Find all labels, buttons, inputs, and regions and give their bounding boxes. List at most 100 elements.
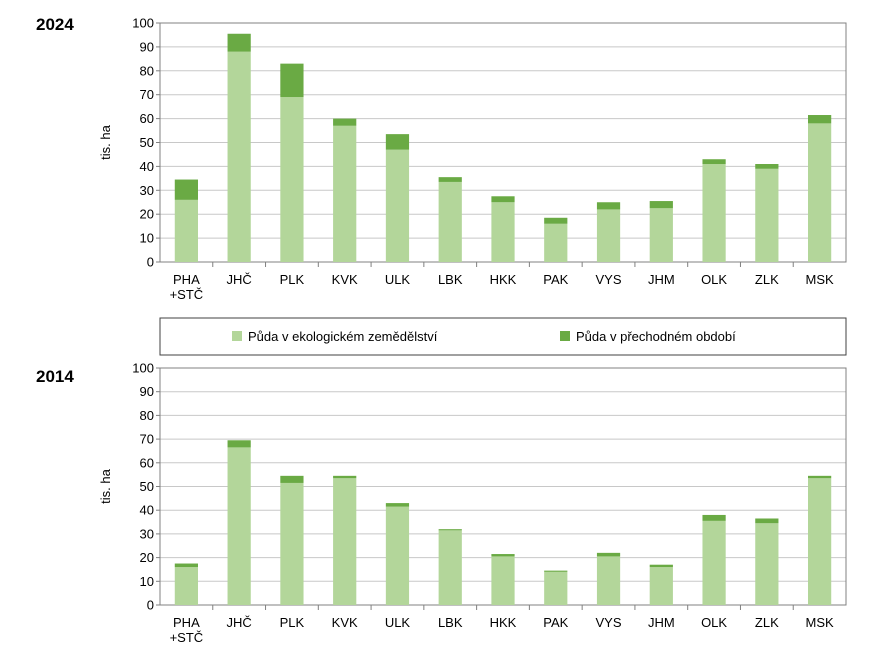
bar-eco (808, 123, 832, 262)
y-tick-label: 70 (140, 87, 154, 102)
bar-transition (438, 529, 462, 531)
bar-transition (702, 159, 726, 165)
bar-eco (280, 97, 304, 262)
y-axis-label: tis. ha (98, 468, 113, 503)
y-tick-label: 90 (140, 384, 154, 399)
x-tick-label: PLK (280, 615, 305, 630)
bar-transition (808, 115, 832, 124)
x-tick-label: VYS (596, 615, 622, 630)
y-tick-label: 30 (140, 526, 154, 541)
bar-eco (596, 209, 621, 262)
bar-eco (174, 199, 198, 262)
bar-transition (385, 503, 410, 507)
bar-transition (544, 570, 568, 572)
bar-transition (227, 33, 251, 52)
bar-transition (702, 514, 726, 521)
x-tick-label: HKK (490, 615, 517, 630)
bar-transition (280, 63, 304, 98)
bar-eco (491, 202, 515, 262)
bar-eco (596, 556, 621, 605)
y-tick-label: 0 (147, 598, 154, 613)
y-tick-label: 10 (140, 574, 154, 589)
x-tick-label: LBK (438, 272, 463, 287)
y-tick-label: 50 (140, 479, 154, 494)
x-tick-label: JHM (648, 272, 675, 287)
bar-transition (755, 518, 779, 524)
x-tick-label: PHA +STČ (170, 272, 204, 302)
y-tick-label: 100 (132, 16, 154, 31)
y-tick-label: 10 (140, 231, 154, 246)
bar-transition (491, 554, 515, 557)
bar-transition (333, 118, 357, 126)
x-tick-label: ULK (385, 272, 411, 287)
y-tick-label: 40 (140, 503, 154, 518)
bar-eco (808, 478, 832, 605)
bar-eco (280, 482, 304, 605)
bar-eco (649, 208, 673, 262)
legend-box (159, 317, 847, 356)
y-tick-label: 20 (140, 207, 154, 222)
x-tick-label: HKK (490, 272, 517, 287)
legend: Půda v ekologickém zemědělství Půda v př… (159, 317, 847, 356)
legend-label-transition: Půda v přechodném období (576, 329, 736, 344)
bar-eco (333, 125, 357, 263)
x-tick-label: VYS (596, 272, 622, 287)
x-tick-label: PHA +STČ (170, 615, 204, 645)
x-tick-label: LBK (438, 615, 463, 630)
x-tick-label: JHM (648, 615, 675, 630)
bar-eco (544, 571, 568, 605)
chart-title-2014: 2014 (36, 367, 74, 386)
x-tick-label: OLK (701, 615, 727, 630)
x-tick-label: MSK (806, 615, 835, 630)
x-tick-label: PAK (543, 615, 568, 630)
x-tick-label: KVK (332, 615, 358, 630)
bar-transition (333, 475, 357, 479)
x-tick-label: ULK (385, 615, 411, 630)
y-tick-label: 80 (140, 63, 154, 78)
bar-transition (227, 440, 251, 448)
y-tick-label: 60 (140, 111, 154, 126)
y-tick-label: 50 (140, 135, 154, 150)
bar-transition (596, 552, 621, 557)
bar-eco (649, 567, 673, 605)
bar-transition (491, 196, 515, 203)
bar-eco (755, 523, 779, 605)
chart-panel-2024: 0 10 20 30 40 50 60 70 80 90 100 tis. ha PHA +STČ JHČ P… (98, 16, 847, 302)
legend-label-eco: Půda v ekologickém zemědělství (248, 329, 438, 344)
x-tick-label: JHČ (227, 615, 252, 630)
y-axis-label: tis. ha (98, 124, 113, 159)
bar-transition (174, 563, 198, 568)
bar-eco (385, 149, 410, 262)
y-tick-label: 70 (140, 432, 154, 447)
x-tick-label: PLK (280, 272, 305, 287)
y-tick-label: 30 (140, 183, 154, 198)
y-tick-label: 100 (132, 361, 154, 376)
bar-eco (438, 181, 462, 262)
bar-eco (702, 520, 726, 605)
y-tick-label: 0 (147, 255, 154, 270)
y-tick-label: 80 (140, 408, 154, 423)
bar-transition (280, 475, 304, 483)
y-tick-label: 90 (140, 39, 154, 54)
bar-eco (491, 556, 515, 605)
y-tick-label: 40 (140, 159, 154, 174)
bar-eco (227, 447, 251, 605)
bar-eco (385, 506, 410, 605)
bar-transition (649, 201, 673, 209)
x-tick-label: PAK (543, 272, 568, 287)
bar-transition (438, 177, 462, 182)
y-tick-label: 20 (140, 550, 154, 565)
bar-eco (227, 51, 251, 263)
chart-panel-2014: 0 10 20 30 40 50 60 70 80 90 100 tis. ha PHA +STČ JHČ P… (98, 361, 847, 645)
x-tick-label: ZLK (755, 272, 779, 287)
chart-title-2024: 2024 (36, 15, 74, 34)
bar-transition (596, 202, 621, 210)
bar-transition (544, 217, 568, 224)
bar-eco (755, 168, 779, 262)
bar-transition (808, 475, 832, 479)
x-tick-label: OLK (701, 272, 727, 287)
bar-transition (755, 164, 779, 169)
x-tick-label: KVK (332, 272, 358, 287)
y-tick-label: 60 (140, 455, 154, 470)
bar-eco (702, 164, 726, 262)
